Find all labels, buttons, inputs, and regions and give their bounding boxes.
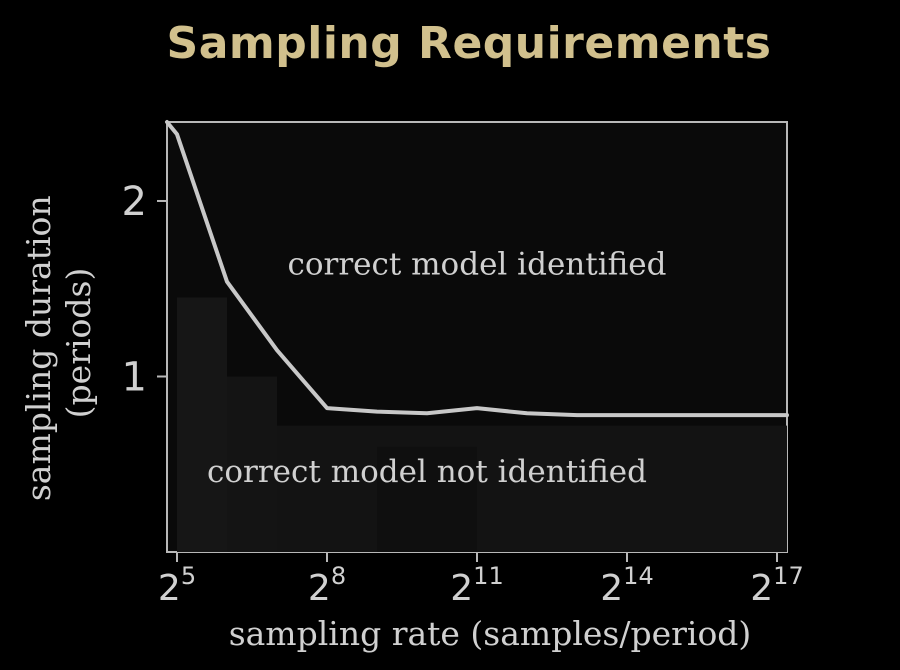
annotation-not-identified: correct model not identified <box>207 454 647 490</box>
x-tick-label-3: 214 <box>600 562 653 609</box>
annotation-identified: correct model identified <box>287 247 666 283</box>
x-tick-label-2: 211 <box>450 562 503 609</box>
x-tick-exponent-4: 17 <box>773 562 804 590</box>
x-tick-exponent-0: 5 <box>181 562 196 590</box>
x-tick-label-4: 217 <box>750 562 803 609</box>
x-tick-exponent-1: 8 <box>331 562 346 590</box>
heatmap-shading <box>177 297 787 552</box>
x-tick-base-1: 2 <box>308 568 331 609</box>
y-axis-label-line2: (periods) <box>59 268 98 419</box>
shade-block-0 <box>177 297 227 552</box>
shade-block-2 <box>277 425 787 552</box>
x-tick-base-4: 2 <box>750 568 773 609</box>
x-tick-exponent-3: 14 <box>623 562 654 590</box>
shade-block-1 <box>227 376 277 552</box>
x-tick-exponent-2: 11 <box>473 562 504 590</box>
y-tick-label-0: 1 <box>122 354 147 400</box>
y-axis-ticks: 12 <box>122 179 167 400</box>
series-line <box>165 120 789 418</box>
shade-block-3 <box>377 446 477 552</box>
chart-title: Sampling Requirements <box>166 18 772 69</box>
x-tick-label-1: 28 <box>308 562 346 609</box>
y-axis-label: sampling duration (periods) <box>19 185 98 501</box>
x-axis-label: sampling rate (samples/period) <box>229 614 752 653</box>
x-tick-label-0: 25 <box>158 562 196 609</box>
x-tick-base-0: 2 <box>158 568 181 609</box>
x-axis-ticks: 25 28 211 214 217 <box>158 552 804 609</box>
x-tick-base-3: 2 <box>600 568 623 609</box>
y-axis-label-line1: sampling duration <box>19 195 58 501</box>
y-tick-label-1: 2 <box>122 179 147 225</box>
x-tick-base-2: 2 <box>450 568 473 609</box>
